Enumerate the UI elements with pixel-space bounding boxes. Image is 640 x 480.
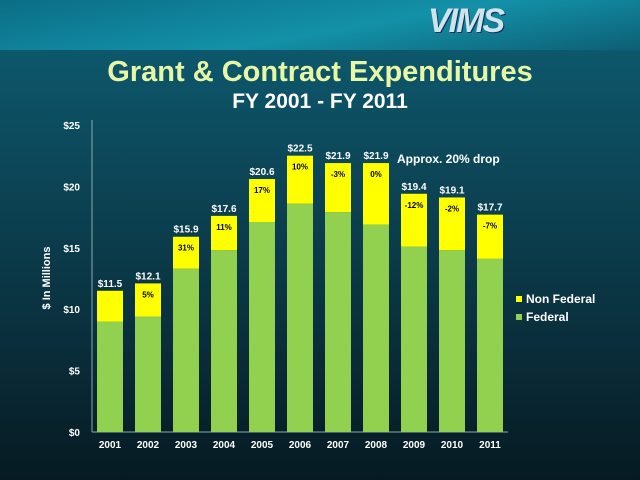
bar-non-federal xyxy=(97,290,123,322)
total-label: $17.7 xyxy=(477,203,502,214)
change-label: 17% xyxy=(254,186,270,195)
bar-non-federal xyxy=(249,179,275,223)
total-label: $19.1 xyxy=(439,185,464,196)
bar-federal xyxy=(363,224,389,432)
bar-non-federal xyxy=(363,163,389,225)
total-label: $21.9 xyxy=(325,151,350,162)
bar-federal xyxy=(477,258,503,432)
header-banner: VIMS xyxy=(0,0,640,50)
x-tick-label: 2010 xyxy=(441,440,464,451)
bar-federal xyxy=(325,212,351,432)
annotation: Approx. 20% drop xyxy=(397,152,500,166)
x-tick-label: 2005 xyxy=(251,440,274,451)
bar-federal xyxy=(401,246,427,432)
total-label: $22.5 xyxy=(287,144,312,155)
bar-non-federal xyxy=(211,215,237,251)
y-tick-label: $25 xyxy=(63,121,80,132)
bar-federal xyxy=(287,203,313,432)
x-tick-label: 2002 xyxy=(137,440,160,451)
bar-non-federal xyxy=(135,283,161,317)
change-label: -12% xyxy=(405,201,424,210)
bar-non-federal xyxy=(439,197,465,251)
change-label: 0% xyxy=(370,170,382,179)
legend-swatch xyxy=(516,296,522,302)
total-label: $17.6 xyxy=(211,204,236,215)
x-tick-label: 2006 xyxy=(289,440,312,451)
bar-federal xyxy=(97,321,123,432)
change-label: 11% xyxy=(216,223,232,232)
bar-non-federal xyxy=(325,163,351,213)
bar-federal xyxy=(211,250,237,432)
total-label: $20.6 xyxy=(249,167,274,178)
change-label: -7% xyxy=(483,222,497,231)
legend-label: Federal xyxy=(526,310,569,324)
x-tick-label: 2004 xyxy=(213,440,236,451)
change-label: 10% xyxy=(292,163,308,172)
change-label: -3% xyxy=(331,170,345,179)
bar-non-federal xyxy=(287,155,313,204)
change-label: -2% xyxy=(445,204,459,213)
chart-title: Grant & Contract Expenditures xyxy=(107,56,533,88)
change-label: 5% xyxy=(142,290,154,299)
bar-federal xyxy=(249,222,275,432)
x-tick-label: 2001 xyxy=(99,440,122,451)
x-tick-label: 2011 xyxy=(479,440,501,451)
bar-non-federal xyxy=(477,214,503,259)
x-tick-label: 2008 xyxy=(365,440,388,451)
x-tick-label: 2003 xyxy=(175,440,198,451)
total-label: $19.4 xyxy=(401,182,426,193)
bar-non-federal xyxy=(173,236,199,269)
legend-swatch xyxy=(516,314,522,320)
y-tick-label: $10 xyxy=(63,305,80,316)
bar-federal xyxy=(173,268,199,432)
total-label: $21.9 xyxy=(363,151,388,162)
vims-logo: VIMS xyxy=(428,2,505,40)
chart-subtitle: FY 2001 - FY 2011 xyxy=(232,90,408,113)
total-label: $12.1 xyxy=(135,271,160,282)
y-tick-label: $15 xyxy=(63,244,80,255)
y-tick-label: $20 xyxy=(63,182,80,193)
y-tick-label: $5 xyxy=(69,367,81,378)
bar-federal xyxy=(135,316,161,432)
x-tick-label: 2009 xyxy=(403,440,426,451)
total-label: $15.9 xyxy=(173,225,198,236)
y-tick-label: $0 xyxy=(69,428,81,439)
y-axis-label: $ In Millions xyxy=(41,247,53,310)
bar-federal xyxy=(439,250,465,432)
total-label: $11.5 xyxy=(98,279,123,290)
legend-label: Non Federal xyxy=(526,292,595,306)
change-label: 31% xyxy=(178,244,194,253)
x-tick-label: 2007 xyxy=(327,440,350,451)
bar-non-federal xyxy=(401,193,427,247)
